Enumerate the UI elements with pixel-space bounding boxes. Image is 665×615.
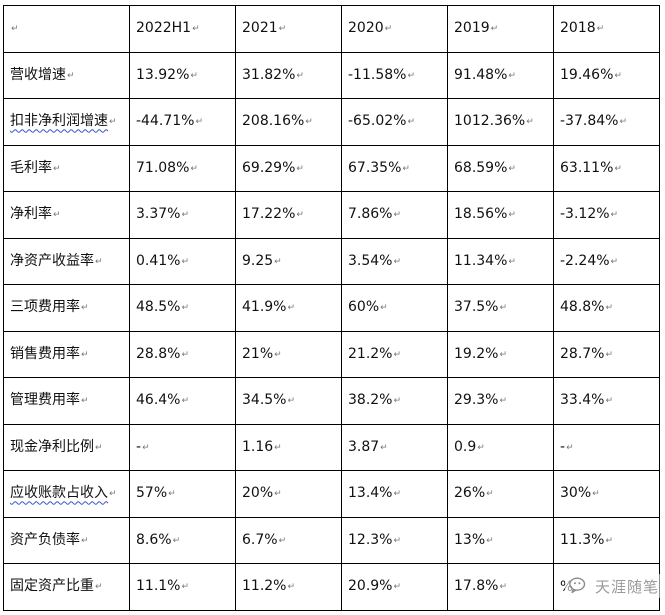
table-cell: 8.6%↵ [129, 516, 236, 564]
table-row: 应收账款占收入↵ 57%↵ 20%↵ 13.4%↵ 26%↵ 30%↵ [3, 470, 660, 518]
table-cell: 12.3%↵ [341, 516, 448, 564]
table-cell: 6.7%↵ [235, 516, 342, 564]
table-row: 扣非净利润增速↵ -44.71%↵ 208.16%↵ -65.02%↵ 1012… [3, 98, 660, 146]
table-cell: 18.56%↵ [447, 191, 554, 239]
table-cell: -↵ [553, 423, 660, 471]
table-row: 固定资产比重↵ 11.1%↵ 11.2%↵ 20.9%↵ 17.8%↵ % [3, 563, 660, 611]
header-cell-corner: ↵ [3, 5, 130, 53]
table-cell: 91.48%↵ [447, 51, 554, 99]
table-cell: 21%↵ [235, 330, 342, 378]
table-cell: 11.1%↵ [129, 563, 236, 611]
table-row: 现金净利比例↵ -↵ 1.16↵ 3.87↵ 0.9↵ -↵ [3, 423, 660, 471]
table-cell: 60%↵ [341, 284, 448, 332]
row-label: 净利率↵ [3, 191, 130, 239]
row-label: 资产负债率↵ [3, 516, 130, 564]
header-cell-2019: 2019↵ [447, 5, 554, 53]
table-cell: -65.02%↵ [341, 98, 448, 146]
table-row: 营收增速↵ 13.92%↵ 31.82%↵ -11.58%↵ 91.48%↵ 1… [3, 51, 660, 99]
row-label: 净资产收益率↵ [3, 237, 130, 285]
row-label: 销售费用率↵ [3, 330, 130, 378]
watermark-text: 天涯随笔 [595, 577, 660, 596]
table-cell: 3.37%↵ [129, 191, 236, 239]
table-cell: 30%↵ [553, 470, 660, 518]
table-cell: 68.59%↵ [447, 144, 554, 192]
table-cell: 69.29%↵ [235, 144, 342, 192]
table-cell: 29.3%↵ [447, 377, 554, 425]
table-cell: 37.5%↵ [447, 284, 554, 332]
row-label: 营收增速↵ [3, 51, 130, 99]
table-cell: 33.4%↵ [553, 377, 660, 425]
table-cell: -2.24%↵ [553, 237, 660, 285]
table-cell: 208.16%↵ [235, 98, 342, 146]
table-cell: -3.12%↵ [553, 191, 660, 239]
table-cell: 34.5%↵ [235, 377, 342, 425]
header-cell-2018: 2018↵ [553, 5, 660, 53]
table-cell: 28.7%↵ [553, 330, 660, 378]
table-cell: 7.86%↵ [341, 191, 448, 239]
table-cell: 3.54%↵ [341, 237, 448, 285]
row-label: 扣非净利润增速↵ [3, 98, 130, 146]
table-cell: 31.82%↵ [235, 51, 342, 99]
table-cell: 48.8%↵ [553, 284, 660, 332]
table-cell: 17.22%↵ [235, 191, 342, 239]
table-cell: 11.2%↵ [235, 563, 342, 611]
table-row: 毛利率↵ 71.08%↵ 69.29%↵ 67.35%↵ 68.59%↵ 63.… [3, 144, 660, 192]
table-cell: 20%↵ [235, 470, 342, 518]
table-cell: 67.35%↵ [341, 144, 448, 192]
table-cell: 19.46%↵ [553, 51, 660, 99]
header-row: ↵ 2022H1↵ 2021↵ 2020↵ 2019↵ 2018↵ [3, 5, 660, 53]
table-cell: 11.3%↵ [553, 516, 660, 564]
table-cell: -44.71%↵ [129, 98, 236, 146]
table-cell: 13.92%↵ [129, 51, 236, 99]
table-cell: -37.84%↵ [553, 98, 660, 146]
table-cell: 38.2%↵ [341, 377, 448, 425]
table-row: 净利率↵ 3.37%↵ 17.22%↵ 7.86%↵ 18.56%↵ -3.12… [3, 191, 660, 239]
table-cell: 71.08%↵ [129, 144, 236, 192]
financial-metrics-table-container: ↵ 2022H1↵ 2021↵ 2020↵ 2019↵ 2018↵ 营收增速↵ … [3, 5, 660, 611]
table-cell: 20.9%↵ [341, 563, 448, 611]
table-cell: 0.41%↵ [129, 237, 236, 285]
table-cell: 13%↵ [447, 516, 554, 564]
table-cell: 13.4%↵ [341, 470, 448, 518]
table-cell: 28.8%↵ [129, 330, 236, 378]
table-cell: 46.4%↵ [129, 377, 236, 425]
table-cell: 41.9%↵ [235, 284, 342, 332]
table-row: 销售费用率↵ 28.8%↵ 21%↵ 21.2%↵ 19.2%↵ 28.7%↵ [3, 330, 660, 378]
table-cell: 19.2%↵ [447, 330, 554, 378]
watermark: 天涯随笔 [565, 574, 663, 598]
table-row: 管理费用率↵ 46.4%↵ 34.5%↵ 38.2%↵ 29.3%↵ 33.4%… [3, 377, 660, 425]
header-cell-2020: 2020↵ [341, 5, 448, 53]
table-cell: -↵ [129, 423, 236, 471]
table-cell: 1.16↵ [235, 423, 342, 471]
table-cell: 17.8%↵ [447, 563, 554, 611]
table-cell: 63.11%↵ [553, 144, 660, 192]
table-cell: 1012.36%↵ [447, 98, 554, 146]
table-cell: 11.34%↵ [447, 237, 554, 285]
table-row: 三项费用率↵ 48.5%↵ 41.9%↵ 60%↵ 37.5%↵ 48.8%↵ [3, 284, 660, 332]
table-row: 资产负债率↵ 8.6%↵ 6.7%↵ 12.3%↵ 13%↵ 11.3%↵ [3, 516, 660, 564]
table-cell: 48.5%↵ [129, 284, 236, 332]
table-cell: 26%↵ [447, 470, 554, 518]
row-label: 三项费用率↵ [3, 284, 130, 332]
table-cell: 3.87↵ [341, 423, 448, 471]
row-label: 毛利率↵ [3, 144, 130, 192]
row-label: 应收账款占收入↵ [3, 470, 130, 518]
wechat-icon [569, 577, 586, 594]
row-label: 管理费用率↵ [3, 377, 130, 425]
table-cell: -11.58%↵ [341, 51, 448, 99]
row-label: 现金净利比例↵ [3, 423, 130, 471]
table-cell: 9.25↵ [235, 237, 342, 285]
row-label: 固定资产比重↵ [3, 563, 130, 611]
table-cell: 0.9↵ [447, 423, 554, 471]
header-cell-2022h1: 2022H1↵ [129, 5, 236, 53]
table-row: 净资产收益率↵ 0.41%↵ 9.25↵ 3.54%↵ 11.34%↵ -2.2… [3, 237, 660, 285]
table-cell: 21.2%↵ [341, 330, 448, 378]
table-cell: 57%↵ [129, 470, 236, 518]
header-cell-2021: 2021↵ [235, 5, 342, 53]
financial-metrics-table: ↵ 2022H1↵ 2021↵ 2020↵ 2019↵ 2018↵ 营收增速↵ … [3, 5, 660, 611]
